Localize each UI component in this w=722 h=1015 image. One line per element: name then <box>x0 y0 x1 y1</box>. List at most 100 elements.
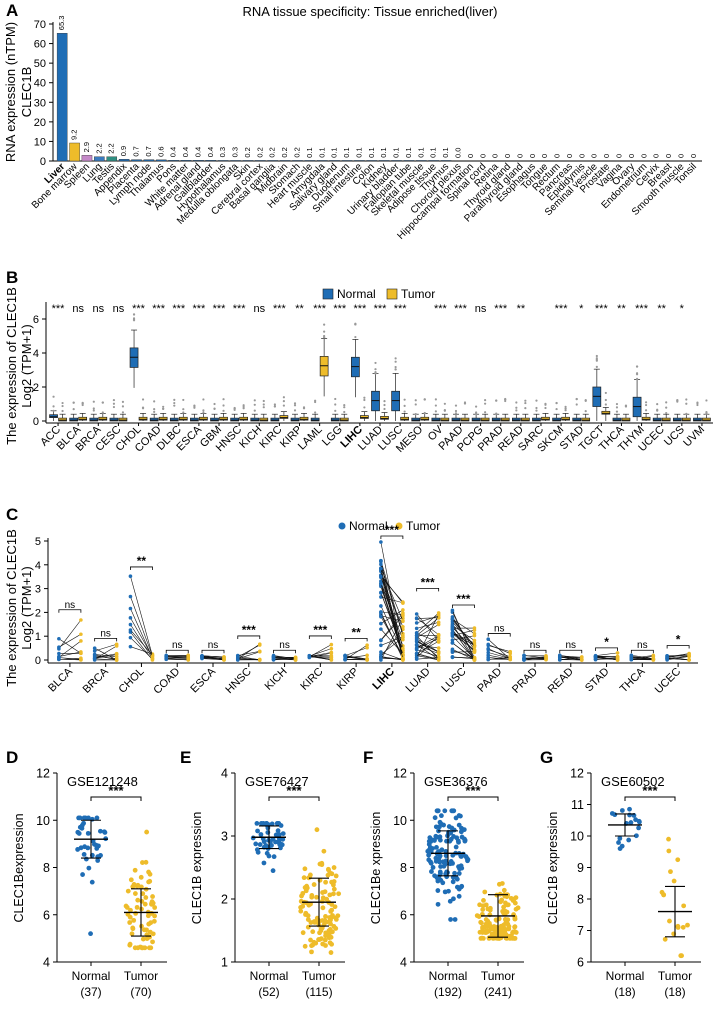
pair-luad-line <box>416 622 439 629</box>
pair-luad-tumor-dot <box>436 620 441 625</box>
pair-lusc-normal-dot <box>450 655 455 660</box>
box-lusc-tumor-outlier <box>403 410 406 413</box>
panel-f-tumor-point <box>498 925 504 931</box>
a-ytick-label-10: 10 <box>34 136 46 148</box>
value-label-pancreas: 0 <box>565 154 574 158</box>
box-hnsc-normal-outlier <box>233 407 236 410</box>
bar-bone-marrow <box>69 142 80 162</box>
value-label-liver: 65.3 <box>57 16 66 31</box>
pair-luad-line <box>416 614 439 658</box>
panel-e-normal-point <box>253 841 259 847</box>
c-bracket-chol <box>130 566 153 570</box>
panel-e-normal-point <box>277 842 283 848</box>
panel-d-tumor-point <box>138 874 144 880</box>
box-lgg-tumor-outlier <box>343 410 346 414</box>
panel-e-ytick-label-2: 2 <box>221 893 228 907</box>
b-sig-kirc: *** <box>273 303 287 315</box>
panel-c: C The expression of CLEC1B Log2 (TPM+1) … <box>4 505 698 697</box>
box-acc-normal-box <box>49 414 58 418</box>
c-sig-read: ns <box>565 640 576 651</box>
panel-g-xlabel-tumor: Tumor <box>658 969 692 983</box>
box-gbm-tumor-box <box>219 416 228 421</box>
panel-d-normal-point <box>102 830 108 835</box>
pair-read-tumor-dot <box>579 657 584 661</box>
panel-f-normal-point <box>454 884 460 890</box>
pair-lihc-normal-dot <box>379 540 383 544</box>
box-lgg-tumor-outlier <box>343 406 346 409</box>
a-ytick-label-30: 30 <box>34 97 46 109</box>
c-label-prad: PRAD <box>510 666 540 696</box>
pair-luad-tumor-dot <box>436 650 441 655</box>
panel-f-tumor-point <box>481 897 486 903</box>
pair-luad-line <box>416 612 439 633</box>
box-tgct-tumor-box <box>601 410 611 415</box>
box-read-tumor-outlier <box>524 399 527 402</box>
pair-luad-line <box>416 644 439 660</box>
box-skcm-normal-outlier <box>555 402 558 405</box>
pair-lusc-tumor-dot <box>472 658 477 662</box>
panel-g-tumor-point <box>666 848 672 854</box>
bar-skeletal-muscle <box>416 160 427 162</box>
pair-hnsc-normal-dot <box>235 655 240 660</box>
pair-thca-normal-dot <box>629 657 634 662</box>
box-ov-normal-outlier <box>434 404 437 407</box>
panel-b-boxes <box>49 313 711 426</box>
pair-blca-line <box>58 638 82 654</box>
pair-lusc-normal-dot <box>450 634 455 638</box>
box-thym-tumor-outlier <box>644 403 648 407</box>
pair-lusc-normal-dot <box>450 626 455 630</box>
panel-e-tumor-point <box>319 860 325 866</box>
box-ov-tumor-outlier <box>443 409 446 412</box>
pair-luad-normal-dot <box>414 655 419 660</box>
b-sig-luad: *** <box>374 303 388 315</box>
box-read-tumor-outlier <box>524 407 527 410</box>
box-hnsc-tumor-box <box>239 416 249 421</box>
panel-f-normal-point <box>451 834 456 839</box>
panel-g-significance: *** <box>642 783 658 798</box>
pair-chol-line <box>130 596 153 657</box>
box-kirp-normal-outlier <box>293 402 297 405</box>
panel-e-tumor-point <box>320 918 325 923</box>
box-kirc-tumor-outlier <box>282 400 285 403</box>
box-tgct-tumor-outlier <box>604 403 607 406</box>
c-bracket-ucec <box>666 645 690 649</box>
panel-f-normal-point <box>461 827 467 833</box>
box-laml-tumor-outlier <box>323 336 326 339</box>
value-label-spinal-cord: 0 <box>478 154 487 158</box>
panel-d-tumor-point <box>130 926 136 932</box>
panel-e-normal-point <box>278 823 284 828</box>
box-lihc-tumor-outlier <box>363 406 366 409</box>
legend-normal-dot <box>338 522 346 530</box>
panel-f-normal-point <box>428 860 434 866</box>
box-stad-normal-outlier <box>575 397 578 401</box>
box-acc-tumor-box <box>58 417 67 422</box>
b-sig-acc: *** <box>52 303 66 315</box>
panel-a-title: RNA tissue specificity: Tissue enriched(… <box>242 4 497 19</box>
panel-f-normal-point <box>442 861 448 867</box>
pair-luad-normal-dot <box>414 639 419 643</box>
box-acc-tumor-outlier <box>61 404 64 408</box>
pair-brca-line <box>94 654 117 659</box>
c-bracket-blca <box>58 609 82 613</box>
bar-thymus <box>440 160 452 162</box>
panel-d-normal-point <box>94 815 100 821</box>
pair-hnsc-tumor-dot <box>257 658 262 662</box>
panel-e-tumor-point <box>320 890 325 895</box>
box-uvm-tumor-outlier <box>705 399 708 402</box>
pair-paad-normal-dot <box>486 642 491 647</box>
panel-f-count-tumor: (241) <box>484 985 512 999</box>
panel-e-tumor-point <box>309 943 314 949</box>
pair-stad-line <box>595 657 618 661</box>
panel-f-normal-point <box>450 808 456 814</box>
pair-lihc-normal-dot <box>379 574 383 579</box>
pair-lihc-normal-dot <box>379 562 383 567</box>
pair-blca-line <box>58 640 82 658</box>
box-lusc-normal-outlier <box>394 368 397 371</box>
box-ucs-normal-box <box>672 417 682 422</box>
pair-lihc-tumor-dot <box>401 613 405 617</box>
panel-g-ytick-label-11: 11 <box>571 798 584 812</box>
box-ucec-normal-box <box>652 417 662 422</box>
pair-lusc-line <box>452 632 475 651</box>
panel-e-normal-point <box>255 849 261 855</box>
